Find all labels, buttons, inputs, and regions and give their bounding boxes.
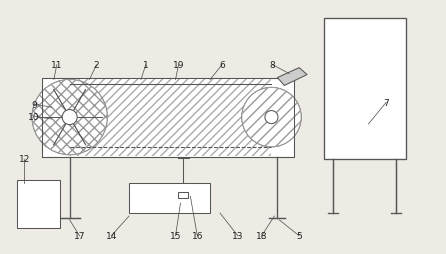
Text: 7: 7	[383, 98, 389, 107]
Text: 16: 16	[191, 231, 203, 240]
Circle shape	[62, 110, 77, 125]
Text: 13: 13	[232, 231, 244, 240]
Text: 5: 5	[296, 231, 302, 240]
Text: 8: 8	[269, 61, 275, 70]
Text: 12: 12	[18, 154, 30, 164]
Bar	[70, 79, 272, 156]
Bar	[42, 78, 294, 157]
Text: 10: 10	[29, 112, 40, 121]
Bar	[178, 193, 188, 198]
Text: 6: 6	[219, 61, 225, 70]
Text: 9: 9	[31, 100, 37, 109]
Circle shape	[265, 111, 278, 124]
Circle shape	[32, 80, 107, 155]
Text: 19: 19	[173, 61, 184, 70]
Bar	[324, 19, 406, 159]
Text: 11: 11	[51, 61, 62, 70]
Text: 18: 18	[256, 231, 267, 240]
Text: 14: 14	[106, 231, 117, 240]
Text: 2: 2	[94, 61, 99, 70]
Polygon shape	[277, 68, 307, 86]
Text: 15: 15	[170, 231, 181, 240]
Circle shape	[242, 88, 301, 147]
Bar	[17, 181, 60, 228]
Bar	[42, 78, 294, 157]
Circle shape	[242, 88, 301, 147]
Text: 17: 17	[74, 231, 85, 240]
Bar	[129, 184, 210, 213]
Circle shape	[32, 80, 107, 155]
Text: 1: 1	[143, 61, 149, 70]
